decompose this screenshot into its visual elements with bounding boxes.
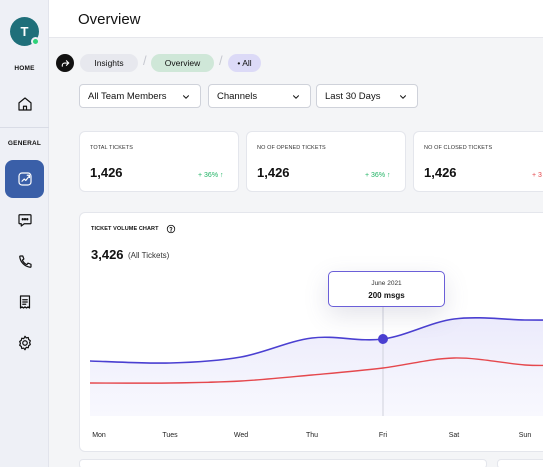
help-icon[interactable] bbox=[166, 224, 176, 234]
team-members-value: All Team Members bbox=[88, 90, 167, 102]
chat-icon[interactable] bbox=[12, 207, 37, 232]
ticket-volume-chart bbox=[89, 301, 543, 416]
sidebar-divider bbox=[0, 127, 49, 128]
chevron-down-icon bbox=[183, 95, 189, 99]
series-line-all-tickets bbox=[89, 317, 543, 364]
chevron-down-icon bbox=[400, 95, 406, 99]
x-axis-label: Tues bbox=[162, 432, 178, 439]
team-members-dropdown[interactable]: All Team Members bbox=[79, 84, 201, 108]
bottom-card bbox=[79, 459, 487, 467]
stat-card-total: TOTAL TICKETS 1,426 + 36% ↑ bbox=[79, 131, 239, 192]
breadcrumb-separator: / bbox=[219, 53, 223, 68]
stat-label: TOTAL TICKETS bbox=[90, 145, 133, 151]
stat-label: NO OF CLOSED TICKETS bbox=[424, 145, 493, 151]
home-section-label: HOME bbox=[14, 65, 35, 72]
tooltip-date: June 2021 bbox=[371, 280, 402, 287]
breadcrumb-all[interactable]: • All bbox=[228, 54, 261, 72]
channels-dropdown[interactable]: Channels bbox=[208, 84, 311, 108]
x-axis-label: Thu bbox=[305, 432, 319, 439]
series-line-secondary bbox=[89, 357, 543, 384]
ticket-volume-chart-card: TICKET VOLUME CHART 3,426 (All Tickets) … bbox=[79, 212, 543, 452]
x-axis-label: Wed bbox=[233, 432, 249, 439]
home-icon[interactable] bbox=[12, 91, 37, 116]
chart-total-caption: (All Tickets) bbox=[128, 251, 170, 260]
stat-delta: + 3 bbox=[532, 172, 542, 179]
period-dropdown[interactable]: Last 30 Days bbox=[316, 84, 418, 108]
sidebar: T HOME GENERAL bbox=[0, 0, 49, 467]
x-axis-label: Sun bbox=[518, 432, 532, 439]
x-axis-label: Sat bbox=[448, 432, 460, 439]
stat-delta: + 36% ↑ bbox=[198, 172, 224, 179]
sidebar-item-analytics[interactable] bbox=[5, 160, 44, 198]
stat-value: 1,426 bbox=[90, 165, 123, 180]
stat-value: 1,426 bbox=[424, 165, 457, 180]
general-section-label: GENERAL bbox=[7, 140, 42, 147]
gear-icon[interactable] bbox=[12, 330, 37, 355]
stat-card-opened: NO OF OPENED TICKETS 1,426 + 36% ↑ bbox=[246, 131, 406, 192]
bottom-card bbox=[497, 459, 543, 467]
chart-area-fill bbox=[90, 317, 543, 416]
breadcrumb-separator: / bbox=[143, 53, 147, 68]
chart-tooltip: June 2021 200 msgs bbox=[328, 271, 445, 307]
x-axis-label: Mon bbox=[92, 432, 106, 439]
page-title: Overview bbox=[78, 11, 141, 28]
highlight-point[interactable] bbox=[378, 334, 388, 344]
stat-value: 1,426 bbox=[257, 165, 290, 180]
share-arrow-icon[interactable] bbox=[56, 54, 74, 72]
chevron-down-icon bbox=[293, 95, 299, 99]
phone-icon[interactable] bbox=[12, 249, 37, 274]
channels-value: Channels bbox=[217, 90, 258, 102]
stat-card-closed: NO OF CLOSED TICKETS 1,426 + 3 bbox=[413, 131, 543, 192]
chart-title: TICKET VOLUME CHART bbox=[91, 226, 159, 232]
analytics-icon bbox=[17, 172, 32, 186]
avatar[interactable]: T bbox=[10, 17, 40, 46]
stat-delta: + 36% ↑ bbox=[365, 172, 391, 179]
online-status-dot bbox=[31, 37, 40, 46]
tooltip-value: 200 msgs bbox=[368, 291, 405, 300]
x-axis-label: Fri bbox=[378, 432, 388, 439]
stat-label: NO OF OPENED TICKETS bbox=[257, 145, 326, 151]
chart-total-value: 3,426 bbox=[91, 247, 124, 262]
period-value: Last 30 Days bbox=[325, 90, 381, 102]
top-header: Overview bbox=[49, 0, 543, 38]
avatar-initial: T bbox=[20, 24, 29, 39]
breadcrumb-overview[interactable]: Overview bbox=[151, 54, 214, 72]
breadcrumb-insights[interactable]: Insights bbox=[80, 54, 138, 72]
ticket-icon[interactable] bbox=[12, 289, 37, 314]
